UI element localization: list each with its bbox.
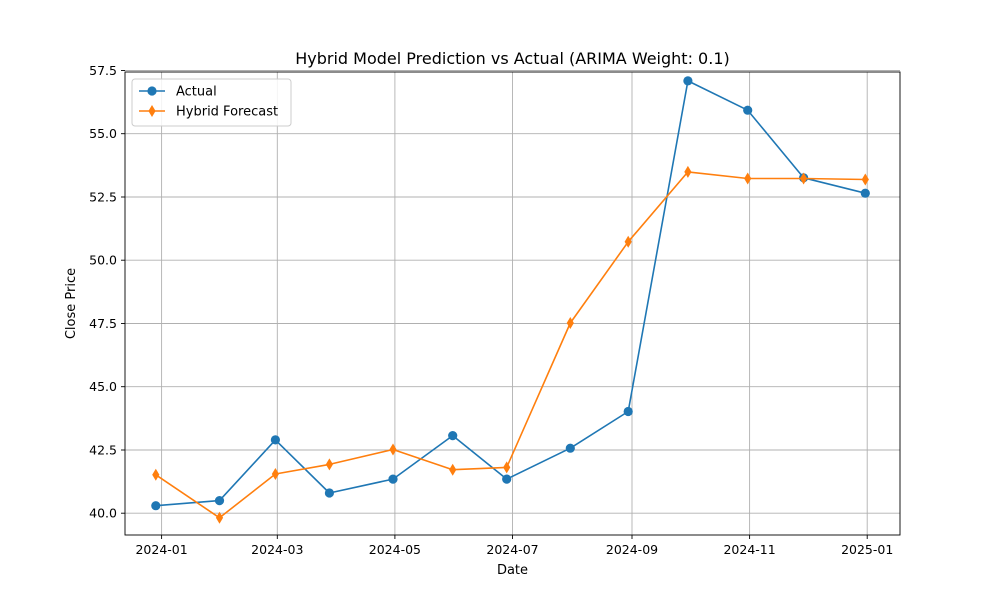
x-tick-label: 2024-11 [723, 542, 775, 557]
x-ticks: 2024-01 2024-03 2024-05 2024-07 2024-09 2024-… [135, 535, 893, 557]
data-point-hybrid-forecast [449, 463, 457, 476]
data-point-actual [743, 105, 753, 115]
data-point-hybrid-forecast [503, 461, 511, 474]
y-tick-label: 57.5 [89, 63, 117, 78]
series-line-hybrid-forecast [155, 171, 866, 519]
data-point-hybrid-forecast [744, 172, 752, 185]
data-point-hybrid-forecast [566, 317, 574, 329]
data-point-actual [270, 435, 280, 445]
y-tick-label: 45.0 [89, 379, 117, 394]
data-point-actual [151, 501, 161, 511]
data-point-actual [448, 431, 458, 441]
data-point-actual [860, 188, 870, 198]
y-tick-label: 42.5 [89, 443, 117, 458]
data-point-actual [502, 474, 512, 484]
data-point-hybrid-forecast [271, 468, 279, 480]
legend-marker-actual [147, 86, 157, 96]
y-axis-label: Close Price [64, 268, 79, 339]
data-point-actual [324, 488, 334, 498]
chart-title: Hybrid Model Prediction vs Actual (ARIMA… [295, 49, 729, 68]
data-point-hybrid-forecast [624, 235, 632, 248]
data-point-actual [565, 443, 575, 453]
legend-marker-hybrid-forecast [148, 105, 156, 117]
x-tick-label: 2024-01 [135, 542, 187, 557]
data-point-hybrid-forecast [684, 165, 692, 178]
legend-label-actual: Actual [176, 85, 217, 100]
x-axis-label: Date [497, 563, 528, 578]
y-tick-label: 47.5 [89, 316, 117, 331]
data-point-actual [683, 76, 693, 86]
y-tick-label: 52.5 [89, 190, 117, 205]
plot-area-border [124, 71, 901, 536]
data-point-hybrid-forecast [152, 468, 160, 481]
x-tick-label: 2024-09 [606, 542, 658, 557]
y-tick-label: 50.0 [89, 253, 117, 268]
data-point-actual [214, 496, 225, 506]
x-tick-label: 2024-07 [486, 542, 538, 557]
data-point-actual [388, 474, 398, 484]
y-tick-label: 40.0 [89, 506, 117, 521]
data-point-hybrid-forecast [325, 458, 333, 471]
data-point-hybrid-forecast [389, 443, 397, 456]
data-point-hybrid-forecast [800, 172, 808, 185]
x-tick-label: 2025-01 [841, 542, 893, 557]
data-point-hybrid-forecast [861, 173, 869, 186]
data-point-hybrid-forecast [215, 511, 224, 524]
y-ticks: 40.0 42.5 45.0 47.5 50.0 52.5 55.0 57.5 [89, 63, 125, 521]
legend: Actual Hybrid Forecast [131, 78, 292, 127]
y-tick-label: 55.0 [89, 126, 117, 141]
x-tick-label: 2024-05 [369, 542, 421, 557]
grid-lines [125, 70, 900, 535]
legend-label-hybrid-forecast: Hybrid Forecast [176, 105, 278, 120]
data-point-actual [623, 406, 633, 417]
series-lines [151, 76, 870, 524]
x-tick-label: 2024-03 [251, 542, 303, 557]
series-line-actual [155, 80, 866, 507]
legend-box [131, 78, 292, 127]
